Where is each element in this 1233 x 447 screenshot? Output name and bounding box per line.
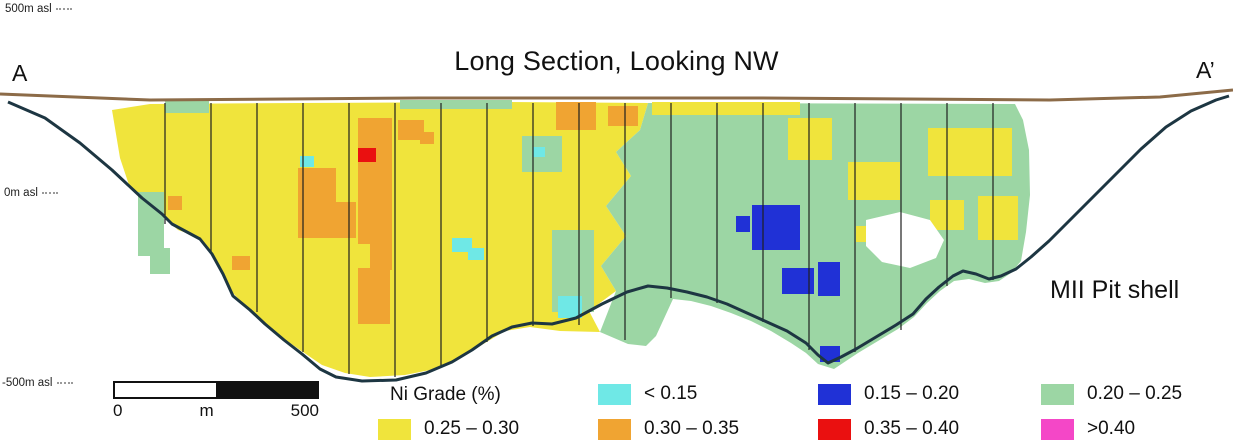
legend-swatch-magenta [1041,418,1074,440]
axis-label-500m: 500m asl [5,3,72,15]
grade-patch-yellow [928,128,1012,176]
grade-patch-orange [232,256,250,270]
scale-bar-end-label: 500 [290,401,319,420]
grade-patch-orange [420,132,434,144]
grade-patch-yellow [978,196,1018,240]
scale-bar-segment-black [216,383,317,397]
legend-swatch-blue [818,383,851,405]
legend-label: 0.35 – 0.40 [864,418,960,439]
grade-patch-orange [168,196,182,210]
legend-item-020-025: 0.20 – 0.25 [1041,383,1182,405]
section-endpoint-a-prime: A’ [1196,57,1215,83]
grade-patch-orange [398,120,424,140]
grade-patch-cyan [558,296,582,318]
legend-item-030-035: 0.30 – 0.35 [598,418,739,440]
legend-label: 0.20 – 0.25 [1087,383,1183,404]
grade-patch-white [866,212,944,268]
scale-bar-segment-white [115,383,216,397]
legend-item-035-040: 0.35 – 0.40 [818,418,959,440]
scale-bar-graphic [113,381,319,399]
grade-patch-green [165,100,209,113]
axis-tick-icon [55,7,72,11]
topographic-surface-line [0,88,1233,102]
section-endpoint-a: A [12,60,28,86]
grade-patch-orange [370,240,392,270]
legend-swatch-orange [598,418,631,440]
grade-patch-red [358,148,376,162]
pit-shell-outline [7,94,1230,383]
grade-patch-cyan [300,156,314,167]
legend-swatch-green [1041,383,1074,405]
legend-swatch-cyan [598,383,631,405]
axis-label-0m: 0m asl [4,187,58,199]
scale-bar-unit-label: m [199,401,214,420]
pit-shell-label: MII Pit shell [1050,276,1180,304]
legend-item-lt-015: < 0.15 [598,383,697,405]
legend-label: >0.40 [1087,418,1136,439]
legend-label: 0.15 – 0.20 [864,383,960,404]
scale-bar: 0 m 500 [113,381,319,421]
section-title: Long Section, Looking NW [454,46,779,76]
grade-patch-green [400,100,512,109]
legend-swatch-red [818,418,851,440]
grade-patch-green [138,192,164,256]
grade-patch-orange [358,268,390,324]
grade-patch-yellow [788,118,832,160]
grade-patch-green [150,248,170,274]
legend-label: 0.25 – 0.30 [424,418,520,439]
legend-title: Ni Grade (%) [390,384,501,405]
axis-tick-icon [41,191,58,195]
scale-bar-labels: 0 m 500 [113,401,319,421]
axis-label-neg500m: -500m asl [2,377,73,389]
grade-patch-blue [820,346,840,362]
grade-patch-blue [736,216,750,232]
grade-patch-cyan [533,147,545,157]
legend-item-025-030: 0.25 – 0.30 [378,418,519,440]
grade-patch-yellow [652,102,800,115]
axis-label-500m-text: 500m asl [5,3,52,15]
legend-swatch-yellow [378,418,411,440]
legend-item-gt-040: >0.40 [1041,418,1135,440]
axis-tick-icon [56,381,73,385]
grade-patch-cyan [468,248,484,260]
legend-item-015-020: 0.15 – 0.20 [818,383,959,405]
axis-label-neg500m-text: -500m asl [2,377,53,389]
grade-patch-blue [818,262,840,296]
grade-patch-yellow [848,162,900,200]
grade-patch-orange [358,118,392,244]
legend-label: < 0.15 [644,383,698,404]
grade-patch-orange [608,106,638,126]
grade-patch-blue [752,205,800,250]
scale-bar-start-label: 0 [113,401,123,420]
axis-label-0m-text: 0m asl [4,187,38,199]
legend-label: 0.30 – 0.35 [644,418,740,439]
grade-patch-orange [556,102,596,130]
grade-patch-cyan [452,238,472,252]
